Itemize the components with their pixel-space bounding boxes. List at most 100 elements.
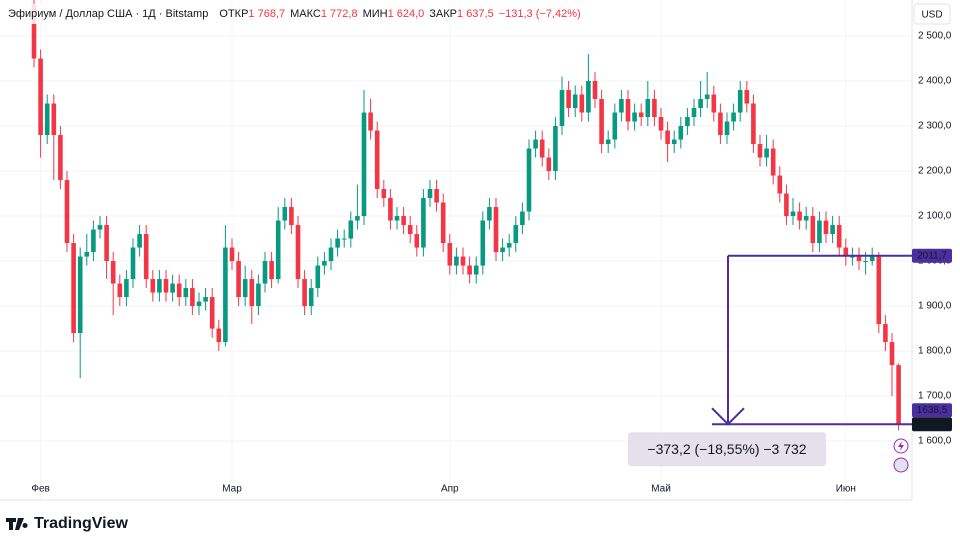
candle-body (797, 211, 802, 221)
candle-body (638, 112, 644, 118)
candle-body (625, 99, 631, 122)
candle-body (751, 103, 756, 145)
y-tick-label: 1 600,0 (918, 436, 952, 447)
price-label: 1637,5 (917, 419, 948, 430)
candle-body (51, 103, 57, 136)
candle-body (355, 216, 360, 221)
candle-body (209, 297, 215, 329)
candle-body (500, 247, 505, 253)
currency-button[interactable] (913, 3, 951, 25)
candle-body (289, 207, 294, 226)
candle-body (592, 81, 598, 100)
candle-body (724, 121, 730, 136)
candle-body (249, 279, 255, 307)
x-tick-label: Мар (222, 484, 242, 495)
candle-body (77, 256, 83, 334)
candle-body (256, 283, 261, 307)
candle-body (632, 112, 637, 122)
x-tick-label: Фев (31, 484, 49, 495)
candle-body (718, 112, 723, 136)
candle-body (658, 117, 664, 131)
candle-body (229, 247, 235, 262)
arrow-head (711, 407, 745, 426)
candle-body (183, 288, 189, 298)
price-label-bg (912, 248, 952, 263)
y-tick-label: 1 900,0 (918, 301, 952, 312)
candle-body (223, 247, 228, 343)
candle-body (91, 229, 96, 253)
candle-body (612, 112, 618, 140)
y-tick-label: 2 100,0 (918, 211, 952, 222)
candle-body (295, 225, 301, 280)
candle-body (645, 99, 651, 118)
candle-body (817, 220, 822, 244)
candle-body (124, 279, 129, 298)
candle-body (427, 189, 433, 199)
candle-body (810, 216, 816, 244)
candle-body (460, 256, 466, 266)
y-tick-label: 2 200,0 (918, 166, 952, 177)
candle-body (698, 99, 703, 109)
candle-body (236, 261, 241, 298)
candle-body (896, 365, 901, 425)
candle-body (830, 225, 835, 235)
candle-body (262, 261, 268, 284)
header-bg (0, 4, 520, 24)
candle-body (38, 58, 43, 136)
candle-body (533, 139, 538, 149)
candle-body (691, 108, 697, 118)
candle-body (196, 301, 202, 307)
candle-body (414, 234, 420, 248)
candle-body (473, 265, 479, 275)
candle-body (302, 279, 307, 307)
alert-bolt (898, 441, 904, 451)
candle-body (704, 94, 710, 100)
price-label-bg (912, 403, 952, 418)
y-tick-label: 1 800,0 (918, 346, 952, 357)
candle-body (586, 81, 591, 113)
candle-body (315, 265, 321, 289)
candles (31, 0, 901, 431)
candle-body (44, 103, 50, 136)
measure-box (628, 432, 826, 467)
candle-body (572, 94, 578, 109)
candle-body (863, 261, 868, 263)
candle-body (546, 157, 552, 172)
candle-body (104, 225, 109, 262)
candle-body (553, 126, 558, 172)
candle-body (242, 279, 248, 298)
candle-body (856, 256, 862, 262)
candle-body (328, 247, 334, 262)
currency[interactable]: USD (921, 10, 942, 21)
price-label: 1638,5 (917, 405, 948, 416)
candle-body (823, 220, 829, 235)
candle-body (374, 130, 380, 190)
measure-label: −373,2 (−18,55%) −3 732 (647, 441, 806, 457)
candle-body (487, 207, 492, 221)
candle-body (770, 148, 776, 176)
candle-body (803, 216, 809, 221)
candle-body (170, 283, 175, 293)
price-label: 2011,7 (917, 250, 947, 261)
candle-body (97, 225, 103, 230)
candle-body (678, 126, 684, 140)
brand-name: TradingView (34, 515, 129, 532)
candle-body (539, 139, 545, 158)
events-icon[interactable] (893, 457, 909, 473)
candle-body (137, 234, 142, 248)
stat-value: 1 768,7 (248, 8, 285, 20)
candle-body (652, 99, 657, 118)
candle-body (163, 279, 169, 293)
candle-body (737, 90, 743, 113)
candle-body (341, 238, 347, 240)
stat-label: ОТКР (219, 8, 248, 20)
candle-body (777, 175, 783, 194)
candle-body (308, 288, 314, 307)
candle-body (361, 112, 367, 217)
candle-body (150, 279, 156, 293)
candle-body (566, 90, 571, 109)
candle-body (447, 243, 453, 266)
candle-body (143, 234, 149, 280)
candle-body (559, 90, 565, 127)
candle-body (394, 216, 400, 221)
